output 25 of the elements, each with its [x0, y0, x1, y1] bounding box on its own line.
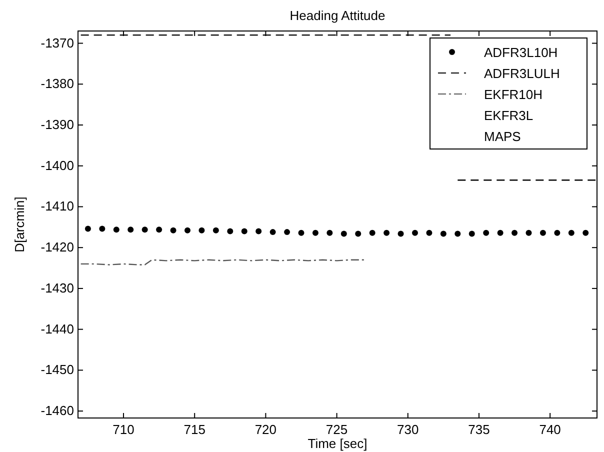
y-tick-label: -1420 [40, 240, 74, 255]
y-tick-label: -1380 [40, 76, 74, 92]
y-tick-label: -1460 [40, 403, 74, 418]
x-tick-label: 710 [112, 422, 134, 437]
x-tick-label: 735 [468, 422, 490, 437]
text: MAPS [484, 129, 522, 144]
y-tick-label: -1400 [40, 158, 74, 173]
text: EKFR3L [484, 108, 534, 123]
y-tick-label: -1370 [40, 35, 74, 50]
legend-label: ADFR3LULH [484, 66, 560, 81]
y-tick-label: -1430 [40, 280, 74, 296]
x-tick-label: 740 [539, 422, 561, 437]
x-tick-label: 725 [326, 422, 348, 437]
y-axis-title: D[arcmin] [12, 196, 27, 252]
y-tick-label: -1440 [40, 321, 74, 336]
y-tick-label: -1450 [40, 362, 74, 378]
x-tick-label: 715 [184, 422, 206, 437]
legend-label: ADFR3L10H [484, 45, 558, 60]
x-tick-label: 730 [397, 422, 419, 437]
x-axis-title: Time [sec] [308, 436, 368, 451]
legend-label: EKFR10H [484, 87, 543, 102]
y-tick-label: -1390 [40, 116, 74, 132]
chart-title: Heading Attitude [290, 8, 386, 23]
y-tick-label: -1410 [40, 198, 74, 214]
x-tick-label: 720 [254, 422, 277, 437]
